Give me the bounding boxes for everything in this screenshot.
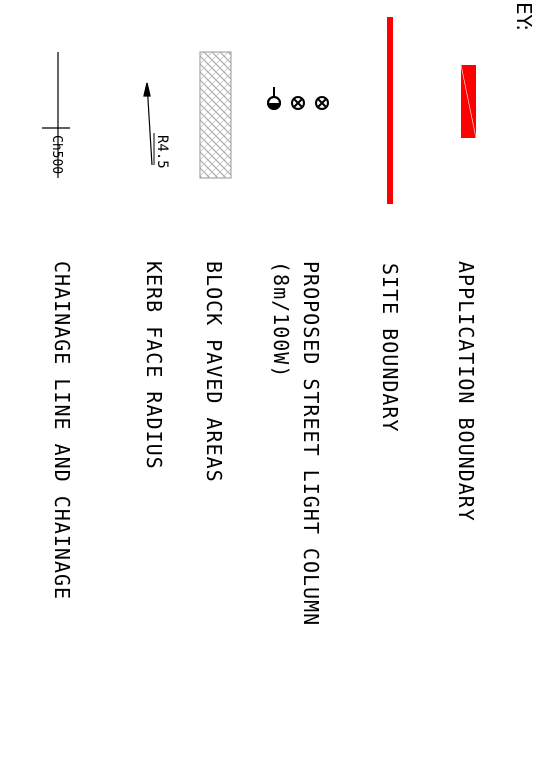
chainage-text: Ch500 bbox=[49, 135, 64, 174]
kerb-radius-text: R4.5 bbox=[154, 135, 170, 169]
chainage-symbol bbox=[42, 52, 70, 178]
kerb-radius-symbol bbox=[143, 82, 153, 166]
block-paved-symbol bbox=[199, 51, 232, 179]
street-light-symbols bbox=[267, 87, 329, 110]
chainage-label: CHAINAGE LINE AND CHAINAGE bbox=[50, 261, 74, 601]
application-boundary-label: APPLICATION BOUNDARY bbox=[454, 261, 478, 522]
site-boundary-symbol bbox=[387, 17, 393, 204]
kerb-radius-label: KERB FACE RADIUS bbox=[142, 261, 166, 470]
application-boundary-symbol bbox=[460, 64, 477, 139]
site-boundary-label: SITE BOUNDARY bbox=[378, 263, 402, 433]
block-paved-label: BLOCK PAVED AREAS bbox=[202, 261, 226, 483]
street-light-label: PROPOSED STREET LIGHT COLUMN (8m/100W) bbox=[269, 261, 323, 627]
